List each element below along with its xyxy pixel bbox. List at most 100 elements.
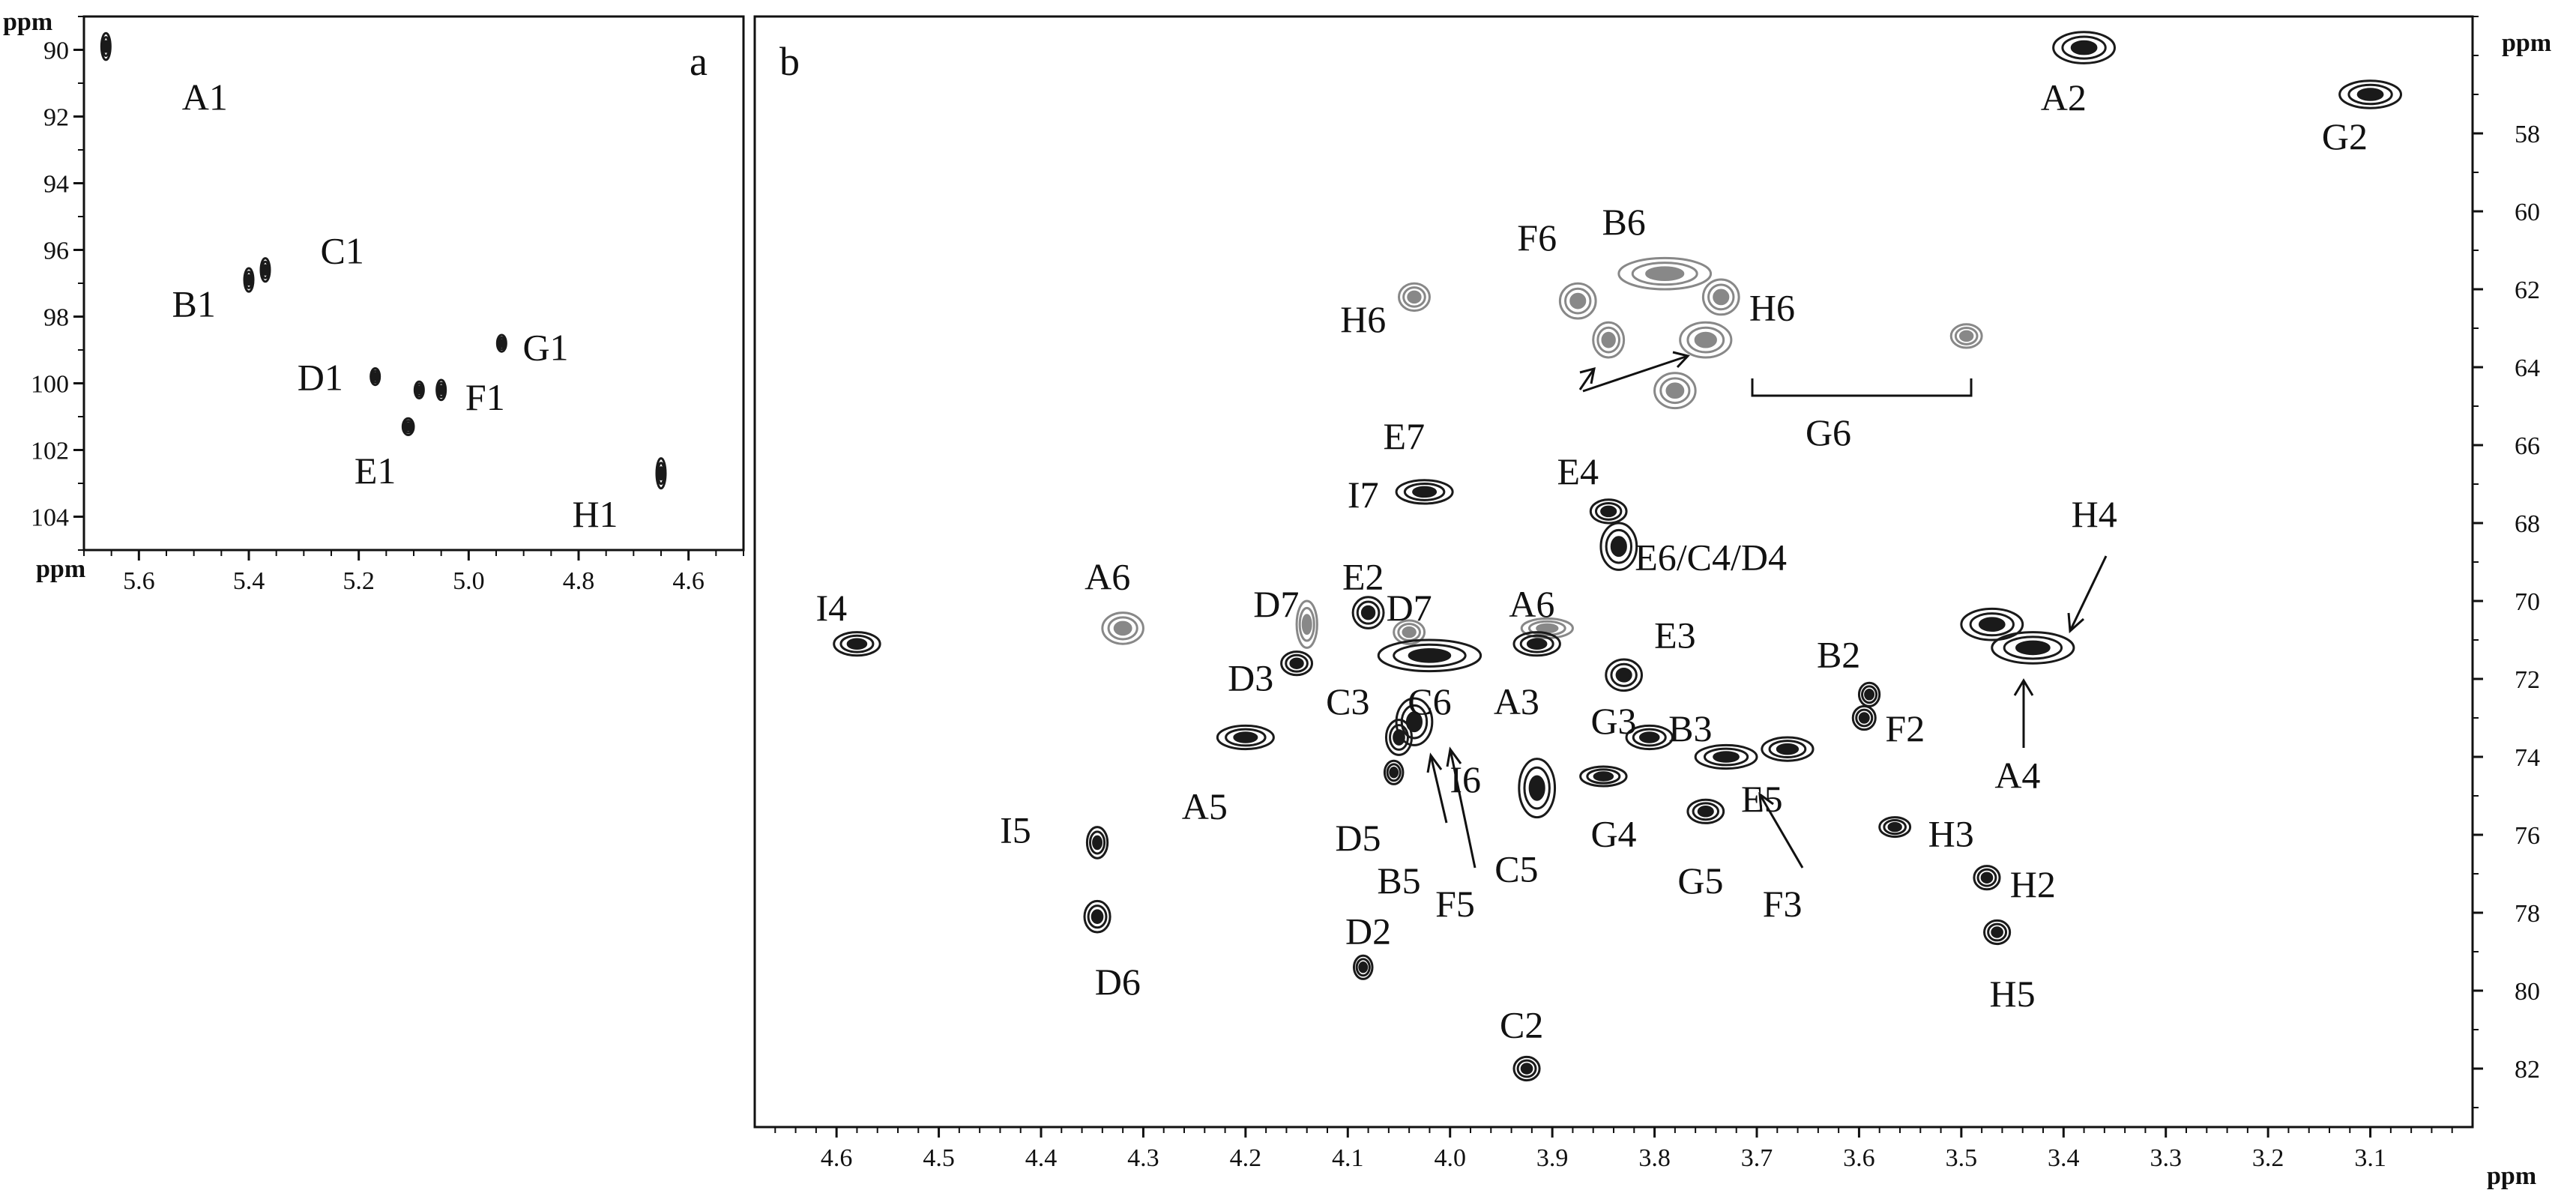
contour-ring [1589, 498, 1628, 525]
contour-peak [1518, 758, 1557, 819]
arrow-e7-b [1582, 354, 1689, 393]
contour-ring [1527, 620, 1566, 637]
contour-ring [1536, 623, 1559, 634]
contour-peak [1617, 256, 1713, 291]
panel-b-y-unit-label: ppm [2502, 29, 2551, 57]
contour-peak [1589, 498, 1628, 525]
contour-ring [1987, 922, 2008, 942]
contour-ring [1352, 954, 1374, 980]
contour-ring [1631, 262, 1698, 286]
contour-ring [369, 366, 381, 387]
peak-label: H6 [1749, 287, 1795, 329]
contour-peak [1558, 282, 1597, 320]
contour-ring [1405, 711, 1423, 733]
arrow-h4-head [2067, 612, 2084, 634]
peak-label: D7 [1253, 583, 1299, 625]
contour-peak [1694, 743, 1758, 770]
contour-peak [413, 380, 425, 400]
peak-label: E4 [1557, 450, 1599, 492]
arrow-f5-head [1446, 746, 1462, 767]
peak-label: E6/C4/D4 [1635, 536, 1787, 578]
peak-label: B2 [1817, 633, 1860, 675]
x-tick-label: 4.3 [1127, 1144, 1159, 1172]
arrow-h4 [2069, 555, 2108, 632]
contour-ring [1516, 1059, 1537, 1078]
y-tick-label: 90 [43, 37, 69, 65]
x-tick-label: 4.4 [1025, 1144, 1058, 1172]
contour-peak [1101, 611, 1144, 645]
contour-peak [1679, 321, 1733, 359]
y-tick-label: 82 [2515, 1056, 2540, 1084]
contour-peak [1625, 724, 1674, 751]
contour-ring [1091, 909, 1104, 925]
x-tick-label: 4.8 [563, 567, 595, 595]
contour-ring [658, 466, 664, 481]
contour-peak [1351, 596, 1385, 629]
contour-ring [1593, 771, 1614, 782]
contour-ring [1358, 961, 1369, 973]
contour-peak [369, 366, 381, 387]
contour-ring [1395, 479, 1454, 505]
contour-ring [438, 384, 444, 396]
contour-ring [498, 339, 505, 348]
contour-peak [1280, 650, 1314, 677]
contour-ring [1659, 377, 1691, 405]
contour-ring [244, 271, 253, 289]
contour-ring [2338, 79, 2403, 109]
contour-ring [405, 422, 412, 432]
contour-ring [1701, 278, 1740, 316]
contour-ring [1605, 658, 1644, 692]
x-tick-label: 5.2 [343, 567, 375, 595]
contour-ring [1526, 638, 1548, 650]
panel-b-letter: b [779, 39, 800, 84]
contour-peak [1653, 372, 1697, 410]
annotation-arrows [1426, 351, 2108, 869]
contour-ring [495, 333, 507, 353]
contour-ring [1960, 607, 2024, 641]
contour-peak [833, 631, 881, 657]
contour-peak [1960, 607, 2024, 641]
contour-peak [1991, 631, 2075, 665]
peak-label: G6 [1806, 411, 1851, 453]
x-tick-label: 3.6 [1843, 1144, 1875, 1172]
contour-ring [1384, 719, 1414, 756]
arrow-f3-head [1758, 791, 1774, 812]
peak-label: G2 [2322, 115, 2368, 157]
panel-a-letter: a [690, 39, 708, 84]
contour-ring [1107, 616, 1138, 641]
contour-peak [1216, 724, 1275, 751]
y-tick-label: 100 [31, 371, 69, 399]
contour-ring [657, 462, 666, 486]
contour-ring [1377, 638, 1482, 673]
x-tick-label: 4.6 [672, 567, 705, 595]
contour-ring [1289, 657, 1304, 669]
contour-ring [1586, 768, 1621, 785]
panel-b-x-unit-label: ppm [2487, 1162, 2536, 1190]
x-tick-label: 3.4 [2048, 1144, 2080, 1172]
arrow-e7-a [1578, 368, 1596, 390]
contour-ring [1216, 724, 1275, 751]
contour-ring [259, 257, 271, 283]
peak-label: C6 [1408, 680, 1451, 722]
contour-ring [2061, 35, 2107, 60]
contour-ring [1855, 708, 1874, 728]
contour-ring [1225, 728, 1267, 747]
x-tick-label: 3.5 [1946, 1144, 1978, 1172]
contour-ring [1092, 835, 1103, 851]
contour-peak [1599, 522, 1638, 571]
contour-ring [1887, 821, 1902, 833]
y-tick-label: 94 [43, 171, 69, 199]
contour-ring [1615, 667, 1632, 683]
contour-ring [1601, 331, 1616, 348]
contour-ring [1400, 704, 1429, 740]
contour-peak [1973, 865, 2001, 891]
contour-ring [1389, 724, 1409, 751]
peak-label: I6 [1450, 758, 1481, 800]
y-tick-label: 70 [2515, 588, 2540, 616]
x-tick-label: 4.0 [1434, 1144, 1466, 1172]
panel-a-x-unit-label: ppm [36, 555, 85, 583]
x-tick-label: 5.0 [453, 567, 485, 595]
peak-label: A6 [1509, 583, 1554, 625]
contour-peak [1512, 631, 1561, 657]
